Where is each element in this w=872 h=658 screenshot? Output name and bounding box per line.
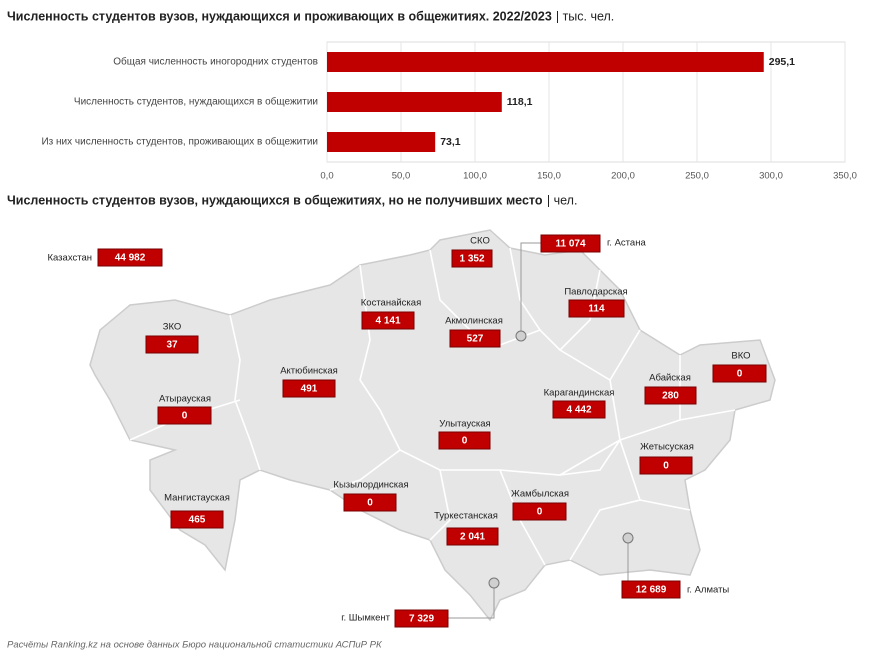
region-name: Костанайская (361, 298, 421, 309)
region-value: 491 (301, 384, 318, 395)
map-unit: | чел. (547, 193, 578, 207)
region-value-box (644, 386, 697, 405)
region-name: Павлодарская (564, 287, 627, 298)
region-value: 11 074 (555, 239, 585, 250)
region-value: 0 (462, 436, 468, 447)
region-value: 0 (537, 507, 543, 518)
region-value-box (343, 493, 397, 512)
region-name: ВКО (731, 351, 750, 362)
region-value-box (282, 379, 336, 398)
region-name: Акмолинская (445, 316, 503, 327)
pin (515, 330, 527, 342)
region-value: 4 141 (375, 316, 400, 327)
region-value-box (145, 335, 199, 354)
region-borders (129, 247, 736, 566)
region-name: Мангистауская (164, 493, 230, 504)
region-value: 0 (737, 369, 743, 380)
region-value: 4 442 (566, 405, 591, 416)
category-label: Общая численность иногородних студентов (113, 56, 318, 68)
region-value-box (394, 609, 449, 628)
region-value: 465 (189, 515, 206, 526)
value-label: 118,1 (507, 96, 533, 108)
region-value: 527 (467, 334, 484, 345)
x-tick-label: 300,0 (759, 171, 783, 182)
region-value-box (451, 249, 493, 268)
region-value-box (621, 580, 681, 599)
region-name: г. Астана (607, 238, 646, 249)
category-label: Из них численность студентов, проживающи… (41, 136, 318, 148)
region-name: Туркестанская (434, 511, 498, 522)
region-name: Улытауская (439, 419, 490, 430)
chart-unit: | тыс. чел. (556, 9, 614, 23)
region-value-box (568, 299, 625, 318)
region-value-box (361, 311, 415, 330)
region-value: 0 (367, 498, 373, 509)
x-tick-label: 0,0 (320, 171, 333, 182)
region-value-box (170, 510, 224, 529)
region-name: Атырауская (159, 394, 211, 405)
region-name: г. Алматы (687, 585, 729, 596)
region-value: 7 329 (409, 614, 434, 625)
region-value: 2 041 (460, 532, 485, 543)
country (89, 229, 776, 622)
region-name: Актюбинская (280, 366, 338, 377)
region-value-box (512, 502, 567, 521)
x-tick-label: 200,0 (611, 171, 635, 182)
map-shape (89, 229, 776, 622)
region-value-box (552, 400, 606, 419)
region-name: Жамбылская (511, 489, 569, 500)
region-name: СКО (470, 236, 490, 247)
region-name: Казахстан (47, 253, 92, 264)
region-value-box (438, 431, 491, 450)
pin-line (520, 242, 541, 336)
region-value: 12 689 (636, 585, 667, 596)
region-value-box (449, 329, 501, 348)
pin (488, 577, 500, 589)
region-value-box (540, 234, 601, 253)
region-value-box (97, 248, 163, 267)
map-title: Численность студентов вузов, нуждающихся… (7, 193, 543, 207)
region-name: Абайская (649, 373, 691, 384)
value-label: 73,1 (440, 136, 461, 148)
region-value: 114 (588, 304, 605, 315)
region-value-box (639, 456, 693, 475)
x-tick-label: 150,0 (537, 171, 561, 182)
region-name: ЗКО (163, 322, 182, 333)
region-name: Карагандинская (544, 388, 615, 399)
region-name: г. Шымкент (341, 613, 390, 624)
region-value: 37 (166, 340, 178, 351)
pin-line (448, 583, 495, 619)
x-tick-label: 250,0 (685, 171, 709, 182)
region-value-box (446, 527, 499, 546)
region-value: 0 (182, 411, 188, 422)
region-value: 44 982 (115, 253, 146, 264)
x-tick-label: 50,0 (392, 171, 411, 182)
x-tick-label: 350,0 (833, 171, 857, 182)
region-value: 280 (662, 391, 679, 402)
value-label: 295,1 (769, 56, 795, 68)
region-value-box (157, 406, 212, 425)
region-name: Жетысуская (640, 442, 694, 453)
x-tick-label: 100,0 (463, 171, 487, 182)
bar (327, 132, 436, 152)
chart-title: Численность студентов вузов, нуждающихся… (7, 9, 552, 23)
source-note: Расчёты Ranking.kz на основе данных Бюро… (7, 640, 383, 651)
pin (622, 532, 634, 544)
region-value-box (712, 364, 767, 383)
bar (327, 92, 502, 112)
bar (327, 52, 764, 72)
region-value: 0 (663, 461, 669, 472)
category-label: Численность студентов, нуждающихся в общ… (74, 96, 318, 108)
region-name: Кызылординская (333, 480, 408, 491)
region-value: 1 352 (459, 254, 484, 265)
